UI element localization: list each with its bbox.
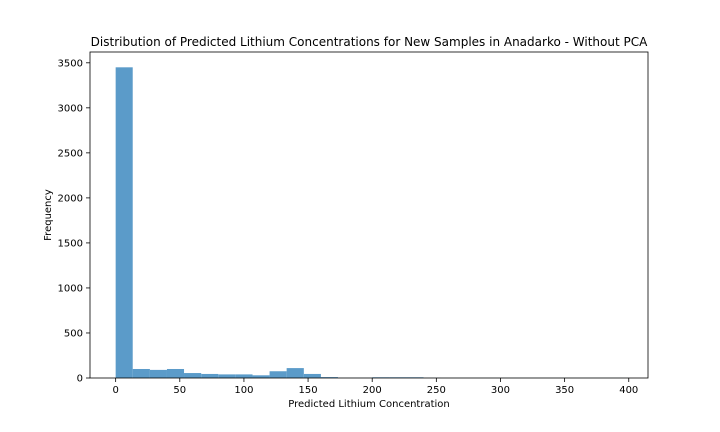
y-tick-label: 0 bbox=[77, 374, 83, 385]
x-tick-label: 50 bbox=[173, 385, 186, 396]
y-axis-label: Frequency bbox=[43, 189, 54, 241]
y-tick-label: 2000 bbox=[58, 193, 83, 204]
plot-frame bbox=[89, 51, 649, 379]
x-axis-ticks: 0 50 100 150 200 250 300 350 400 bbox=[112, 378, 638, 396]
histogram-bar bbox=[115, 67, 133, 379]
histogram-bar bbox=[252, 375, 270, 378]
histogram-bar bbox=[303, 373, 321, 378]
histogram-bar bbox=[201, 373, 219, 378]
histogram-bar bbox=[149, 369, 167, 378]
x-tick-label: 400 bbox=[619, 385, 638, 396]
histogram-bar bbox=[320, 377, 338, 378]
histogram-bar bbox=[235, 374, 253, 378]
y-tick-label: 500 bbox=[64, 328, 83, 339]
histogram-bar bbox=[218, 374, 236, 378]
histogram-bar bbox=[132, 368, 150, 378]
histogram-bar bbox=[184, 373, 202, 378]
x-tick-label: 250 bbox=[427, 385, 446, 396]
y-axis-ticks: 0 500 1000 1500 2000 2500 3000 3500 bbox=[58, 58, 90, 385]
x-tick-label: 300 bbox=[491, 385, 510, 396]
x-tick-label: 350 bbox=[555, 385, 574, 396]
x-axis-label: Predicted Lithium Concentration bbox=[288, 399, 450, 410]
x-tick-label: 0 bbox=[112, 385, 118, 396]
x-tick-label: 200 bbox=[363, 385, 382, 396]
y-tick-label: 1000 bbox=[58, 283, 83, 294]
y-tick-label: 3500 bbox=[58, 58, 83, 69]
bars-group bbox=[115, 67, 629, 379]
x-tick-label: 150 bbox=[299, 385, 318, 396]
histogram-bar bbox=[286, 368, 304, 378]
y-tick-label: 2500 bbox=[58, 148, 83, 159]
histogram-bar bbox=[166, 368, 185, 378]
y-tick-label: 1500 bbox=[58, 238, 83, 249]
x-tick-label: 100 bbox=[234, 385, 253, 396]
histogram-bar bbox=[269, 371, 287, 378]
chart-title: Distribution of Predicted Lithium Concen… bbox=[91, 35, 648, 49]
y-tick-label: 3000 bbox=[58, 103, 83, 114]
